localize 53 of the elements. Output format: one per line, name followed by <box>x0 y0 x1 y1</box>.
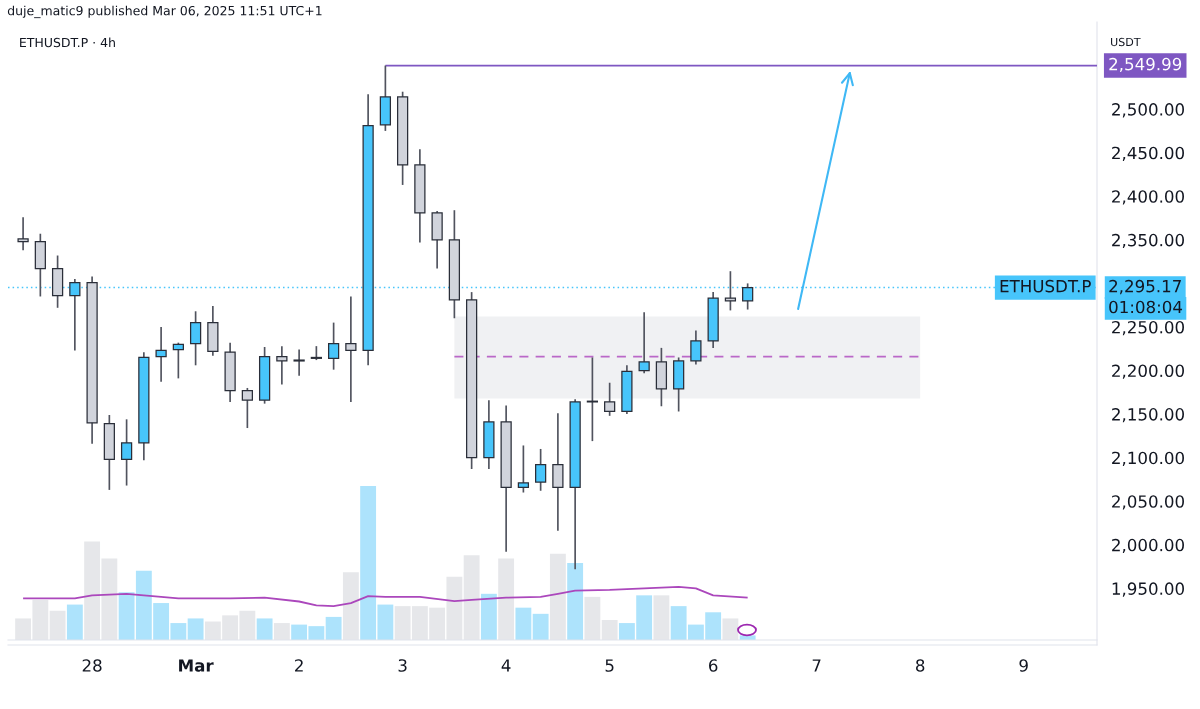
candlestick <box>552 412 564 532</box>
candlestick <box>120 418 133 487</box>
x-tick-label: 28 <box>82 659 102 672</box>
y-tick-label: 1,950.00 <box>1112 582 1184 597</box>
bar <box>480 593 497 640</box>
text: 01:08:04 <box>1109 300 1183 314</box>
candlestick <box>189 310 202 367</box>
candlestick <box>535 448 547 492</box>
candlestick <box>604 381 616 417</box>
candlestick <box>690 329 702 366</box>
text: ETHUSDT.P · 4h <box>20 37 115 48</box>
candlestick <box>345 295 357 403</box>
x-tick-label: 2 <box>295 659 303 672</box>
candlestick <box>172 341 184 380</box>
bar <box>567 563 584 640</box>
y-tick-label: 2,500.00 <box>1112 103 1184 118</box>
x-tick-label: 3 <box>398 659 407 672</box>
x-tick-label: 7 <box>812 659 821 672</box>
y-tick-label: 2,050.00 <box>1112 495 1184 510</box>
bar <box>256 618 273 640</box>
candlestick <box>293 348 305 377</box>
bar <box>515 607 532 640</box>
y-tick-label: 2,100.00 <box>1112 451 1184 466</box>
bar <box>532 613 549 640</box>
x-tick-label: 4 <box>501 659 511 672</box>
y-tick-label: 2,350.00 <box>1112 233 1184 249</box>
data-label: 2,549.99 <box>1109 57 1182 73</box>
bar <box>325 616 342 640</box>
annotation: ETHUSDT.P <box>1000 279 1091 293</box>
x-tick-label: 9 <box>1019 659 1028 672</box>
candlestick <box>327 321 340 371</box>
bar <box>66 604 83 640</box>
x-tick-label: Mar <box>179 659 214 672</box>
text: duje_matic9 published Mar 06, 2025 11:51 UTC+1 <box>7 5 322 19</box>
y-tick-label: 2,200.00 <box>1112 364 1184 379</box>
y-tick-label: 2,250.00 <box>1112 320 1184 336</box>
candlestick <box>276 345 288 386</box>
y-tick-label: 2,450.00 <box>1112 146 1184 161</box>
x-tick-label: 5 <box>605 659 614 672</box>
candlestick <box>17 216 29 252</box>
candlestick <box>517 444 530 494</box>
y-axis-title: USDT <box>1111 37 1141 47</box>
y-tick-label: 2,150.00 <box>1112 408 1184 423</box>
y-tick-label: 2,000.00 <box>1112 538 1184 554</box>
bar <box>187 618 204 640</box>
x-tick-label: 6 <box>709 659 718 672</box>
y-tick-label: 2,400.00 <box>1112 190 1184 205</box>
candlestick <box>241 387 253 429</box>
x-tick-label: 8 <box>916 659 925 672</box>
candlestick <box>155 326 167 383</box>
ref-line-label: 2,295.17 <box>1109 279 1181 295</box>
candlestick <box>586 356 599 442</box>
candlestick <box>638 311 650 374</box>
